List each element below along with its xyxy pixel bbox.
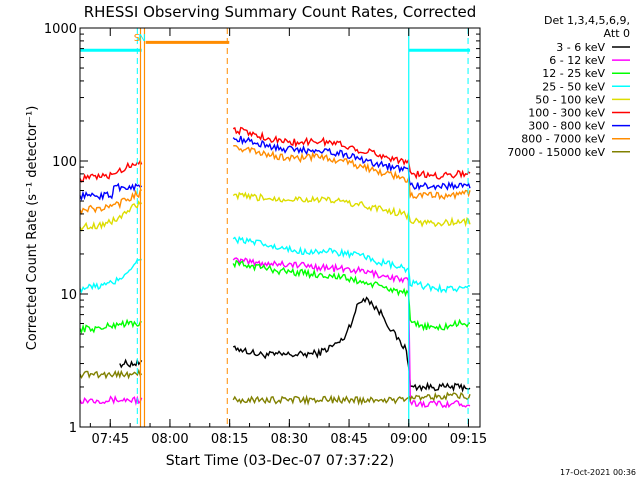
- legend-label-50-100-kev: 50 - 100 keV: [535, 93, 605, 106]
- series-line-25-50-kev-2: [232, 235, 471, 294]
- y-tick-label-3: 100: [52, 155, 77, 170]
- series-line-50-100-kev-2: [232, 191, 471, 228]
- marker-layer: SN: [80, 28, 471, 427]
- legend-label-300-800-kev: 300 - 800 keV: [528, 120, 605, 133]
- series-line-100-300-kev-1: [79, 159, 143, 183]
- y-axis-label: Corrected Count Rate (s⁻¹ detector⁻¹): [25, 106, 40, 351]
- axis-layer: 07:45 08:00 08:15 08:30 08:45 09:00 09:15 1 10 10…: [44, 22, 487, 447]
- footer-timestamp: 17-Oct-2021 00:36: [560, 468, 636, 477]
- series-line-300-800-kev-1: [79, 182, 143, 202]
- series-line-12-25-kev-1: [79, 318, 142, 335]
- x-axis-label: Start Time (03-Dec-07 07:37:22): [166, 453, 394, 469]
- x-tick-label-3: 08:15: [211, 432, 248, 447]
- series-line-300-800-kev-2: [232, 135, 471, 191]
- series-line-6-12-kev-2: [232, 257, 471, 409]
- y-tick-label-1: 1: [69, 421, 77, 436]
- x-tick-label-7: 09:15: [450, 432, 487, 447]
- series-line-800-7000-kev-2: [233, 144, 471, 201]
- series-line-3-6-kev-3: [232, 296, 471, 393]
- series-layer: [79, 126, 471, 409]
- legend-label-7000-15000-kev: 7000 - 15000 keV: [507, 146, 605, 159]
- legend-header-line1: Det 1,3,4,5,6,9,: [544, 14, 630, 27]
- x-tick-label-5: 08:45: [330, 432, 367, 447]
- legend-label-25-50-kev: 25 - 50 keV: [542, 80, 605, 93]
- y-tick-label-2: 10: [60, 288, 77, 303]
- flag-label-1: S: [134, 33, 140, 44]
- legend-label-3-6-kev: 3 - 6 keV: [556, 41, 605, 54]
- series-line-7000-15000-kev-2: [232, 391, 471, 406]
- legend-label-12-25-kev: 12 - 25 keV: [542, 67, 605, 80]
- legend-label-100-300-kev: 100 - 300 keV: [528, 107, 605, 120]
- x-tick-label-1: 07:45: [92, 432, 129, 447]
- series-line-12-25-kev-2: [232, 259, 471, 332]
- y-tick-label-4: 1000: [44, 22, 77, 37]
- flag-label-2: N: [138, 33, 145, 44]
- series-line-100-300-kev-2: [232, 126, 471, 180]
- series-line-25-50-kev-1: [79, 258, 142, 294]
- chart-title: RHESSI Observing Summary Count Rates, Co…: [84, 3, 477, 21]
- x-tick-label-2: 08:00: [151, 432, 188, 447]
- legend-label-6-12-kev: 6 - 12 keV: [549, 54, 605, 67]
- series-line-6-12-kev-1: [79, 394, 143, 406]
- x-tick-label-6: 09:00: [390, 432, 427, 447]
- series-line-800-7000-kev-1: [79, 189, 143, 215]
- plot-frame: [79, 27, 481, 428]
- series-line-3-6-kev-2: [119, 358, 143, 369]
- x-tick-label-4: 08:30: [271, 432, 308, 447]
- legend-header-line2: Att 0: [604, 27, 630, 40]
- legend-label-800-7000-kev: 800 - 7000 keV: [521, 133, 605, 146]
- series-line-50-100-kev-1: [79, 200, 143, 232]
- series-line-7000-15000-kev-1: [79, 368, 143, 380]
